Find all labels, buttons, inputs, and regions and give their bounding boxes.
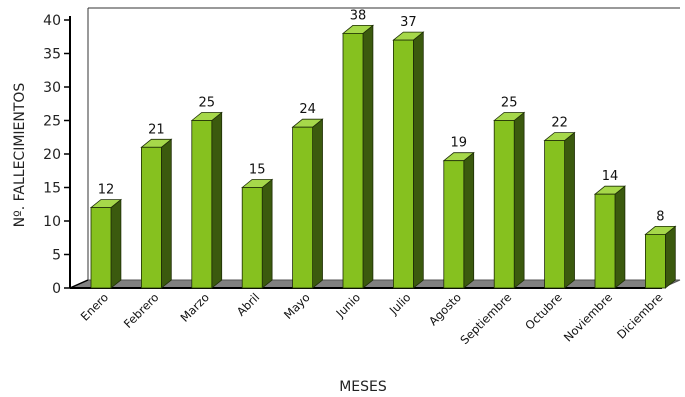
bar-front [342, 33, 364, 289]
x-tick-label: Marzo [177, 290, 211, 324]
y-tick-labels: 0 5 10 15 20 25 30 35 40 [43, 13, 61, 297]
bar-side [463, 151, 475, 289]
depth-axis-line [69, 279, 89, 289]
bar-side [564, 131, 575, 289]
x-tick-label: Noviembre [561, 290, 615, 344]
bar-side [513, 111, 525, 289]
bar-front [292, 126, 314, 289]
bar-side [665, 225, 676, 289]
y-tick-label: 35 [43, 47, 61, 63]
y-tick-label: 10 [43, 214, 61, 230]
bar-febrero [140, 138, 173, 289]
x-tick-label: Enero [78, 290, 111, 323]
bar-front [392, 39, 414, 289]
data-label: 8 [656, 209, 664, 224]
bar-diciembre [644, 225, 677, 289]
y-tick-label: 40 [43, 13, 61, 29]
bar-julio [392, 31, 425, 289]
bar-front [594, 193, 616, 289]
data-label: 25 [501, 96, 518, 111]
x-tick-label: Diciembre [614, 290, 665, 341]
y-tick-label: 25 [43, 114, 61, 130]
bars [89, 24, 677, 289]
data-label: 22 [551, 116, 568, 131]
bar-side [160, 138, 172, 289]
data-label: 19 [451, 136, 468, 151]
x-tick-label: Junio [333, 290, 364, 321]
bar-junio [341, 24, 375, 289]
y-axis-label: Nº. FALLECIMIENTOS [12, 83, 28, 228]
data-label: 21 [148, 122, 165, 137]
x-tick-label: Septiembre [457, 290, 514, 347]
bar-agosto [442, 151, 475, 289]
data-label: 37 [400, 15, 417, 30]
x-tick-label: Mayo [281, 290, 313, 322]
bar-front [191, 120, 213, 289]
bar-enero [89, 198, 123, 289]
data-label: 24 [299, 102, 316, 117]
x-tick-label: Octubre [522, 290, 564, 332]
bar-front [493, 120, 515, 289]
bar-front [645, 233, 666, 289]
y-tick-label: 15 [43, 181, 61, 197]
bar-marzo [190, 111, 223, 289]
data-label: 38 [350, 8, 367, 23]
bar-side [211, 111, 223, 289]
x-tick-label: Febrero [121, 290, 162, 331]
x-tick-labels: Enero Febrero Marzo Abril Mayo Junio Julio Agos… [78, 290, 666, 347]
bar-side [362, 24, 374, 289]
y-tick-label: 20 [43, 147, 61, 163]
bar-front [544, 140, 565, 289]
x-axis-label: MESES [339, 379, 387, 395]
y-tick-label: 0 [52, 281, 61, 297]
bar-noviembre [593, 185, 627, 289]
bar-side [614, 185, 626, 289]
data-label: 14 [602, 169, 619, 184]
bar-mayo [291, 118, 324, 289]
bar-side [261, 178, 273, 289]
bar-abril [241, 178, 274, 289]
bar-side [412, 31, 424, 289]
bar-front [443, 160, 465, 289]
bar-front [140, 146, 162, 289]
y-tick-label: 30 [43, 80, 61, 96]
data-labels: 12 21 25 15 24 38 37 19 25 22 14 8 [98, 8, 665, 224]
data-label: 12 [98, 183, 115, 198]
bar-front [241, 187, 263, 289]
x-tick-label: Julio [386, 290, 414, 318]
x-tick-label: Abril [234, 290, 262, 318]
bar-front [90, 207, 112, 289]
bar-side [312, 118, 323, 289]
bar-octubre [543, 131, 576, 289]
x-tick-label: Agosto [426, 290, 464, 328]
y-tick-label: 5 [52, 248, 61, 264]
bar-septiembre [493, 111, 526, 289]
chart-axes [64, 7, 680, 289]
data-label: 15 [249, 163, 266, 178]
bar-side [110, 198, 122, 289]
data-label: 25 [199, 96, 216, 111]
